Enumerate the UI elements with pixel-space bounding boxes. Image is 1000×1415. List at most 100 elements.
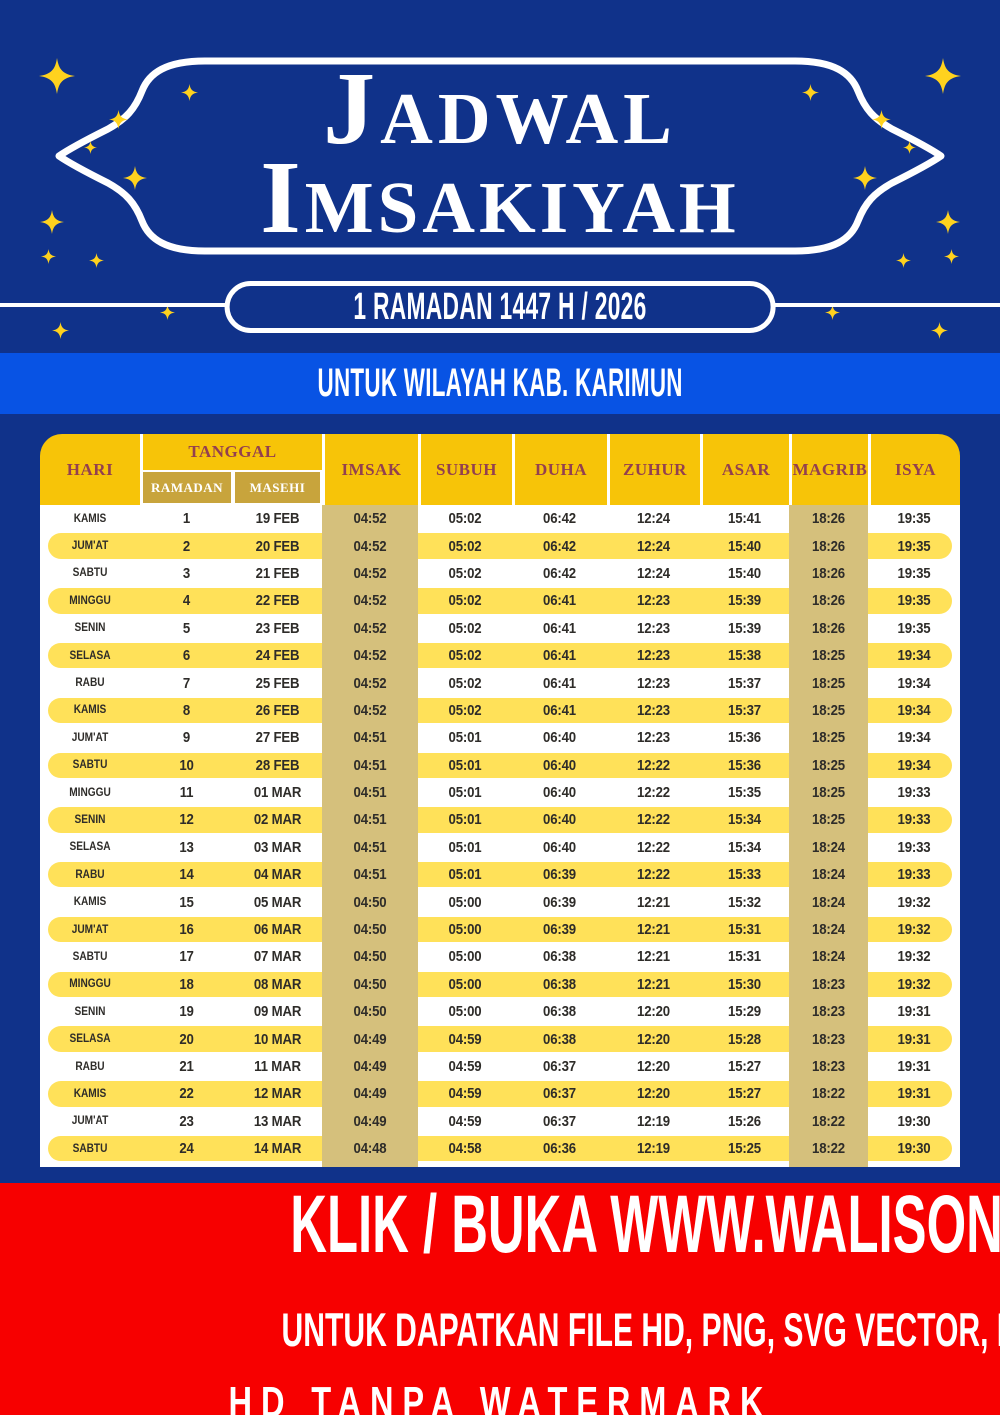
cell-zuhur: 12:22 (637, 811, 670, 829)
table-body: KAMIS 1 19 FEB 04:52 05:02 06:42 12:24 1… (40, 505, 960, 1167)
cell-masehi: 23 FEB (255, 619, 300, 637)
cell-duha: 06:41 (543, 592, 576, 610)
cell-asar: 15:35 (728, 784, 761, 802)
cell-ramadan: 10 (179, 756, 194, 774)
cell-isya: 19:31 (897, 1030, 931, 1048)
table-row: KAMIS 1 19 FEB 04:52 05:02 06:42 12:24 1… (40, 505, 960, 532)
cell-imsak: 04:52 (353, 701, 387, 719)
cell-zuhur: 12:21 (637, 975, 670, 993)
cell-asar: 15:37 (728, 674, 761, 692)
table-row: SABTU 24 14 MAR 04:48 04:58 06:36 12:19 … (40, 1135, 960, 1162)
cell-duha: 06:39 (543, 921, 576, 939)
cell-masehi: 10 MAR (253, 1030, 302, 1048)
table-row: SELASA 13 03 MAR 04:51 05:01 06:40 12:22… (40, 834, 960, 861)
table-row: SABTU 17 07 MAR 04:50 05:00 06:38 12:21 … (40, 943, 960, 970)
cell-zuhur: 12:20 (637, 1058, 670, 1075)
cell-subuh: 05:02 (448, 674, 482, 692)
cell-subuh: 05:01 (448, 838, 482, 856)
cell-isya: 19:30 (897, 1140, 931, 1158)
cell-duha: 06:36 (543, 1140, 576, 1158)
cell-magrib: 18:25 (812, 674, 845, 692)
cell-magrib: 18:23 (812, 1030, 845, 1048)
cell-magrib: 18:23 (812, 1003, 845, 1021)
col-header-masehi: MASEHI (233, 470, 322, 505)
cell-subuh: 05:00 (448, 1003, 482, 1021)
cell-masehi: 12 MAR (253, 1085, 302, 1103)
star-icon (853, 166, 877, 190)
cell-imsak: 04:52 (353, 564, 387, 582)
cell-asar: 15:27 (728, 1058, 761, 1075)
cell-subuh: 05:00 (448, 948, 482, 966)
star-icon (109, 110, 128, 129)
cell-asar: 15:36 (728, 756, 761, 774)
cell-subuh: 05:00 (448, 921, 482, 939)
cell-asar: 15:28 (728, 1030, 761, 1048)
cell-subuh: 05:02 (448, 592, 482, 610)
cell-day: SABTU (72, 759, 108, 772)
cell-zuhur: 12:20 (637, 1030, 670, 1048)
cell-subuh: 05:02 (448, 510, 482, 528)
cell-asar: 15:34 (728, 811, 761, 829)
cell-isya: 19:33 (897, 838, 931, 856)
cell-duha: 06:39 (543, 893, 576, 911)
cell-isya: 19:34 (897, 674, 931, 692)
cell-magrib: 18:26 (812, 619, 845, 637)
cell-isya: 19:32 (897, 948, 931, 966)
cell-imsak: 04:52 (353, 537, 387, 555)
cell-zuhur: 12:23 (637, 619, 670, 637)
cell-isya: 19:31 (897, 1003, 931, 1021)
cell-day: MINGGU (69, 978, 111, 991)
cell-ramadan: 20 (179, 1030, 194, 1048)
cell-asar: 15:38 (728, 647, 761, 665)
table-row: KAMIS 15 05 MAR 04:50 05:00 06:39 12:21 … (40, 888, 960, 915)
cell-isya: 19:33 (897, 784, 931, 802)
star-icon (802, 84, 819, 101)
table-row: JUM'AT 16 06 MAR 04:50 05:00 06:39 12:21… (40, 916, 960, 943)
cell-isya: 19:33 (897, 866, 931, 884)
cell-day: KAMIS (73, 896, 107, 909)
cell-imsak: 04:49 (353, 1058, 387, 1075)
cell-subuh: 04:59 (448, 1085, 482, 1103)
cell-ramadan: 2 (182, 537, 191, 555)
cell-magrib: 18:26 (812, 510, 845, 528)
star-icon (41, 249, 56, 264)
col-header-subuh: SUBUH (418, 434, 512, 505)
cell-imsak: 04:51 (353, 784, 387, 802)
cell-day: SELASA (69, 841, 111, 854)
cell-zuhur: 12:19 (637, 1112, 670, 1130)
cell-day: MINGGU (69, 594, 111, 607)
cell-ramadan: 15 (179, 893, 194, 911)
cell-asar: 15:36 (728, 729, 761, 747)
table-header: HARI TANGGAL RAMADAN MASEHI IMSAK SUBUH … (40, 434, 960, 505)
cell-duha: 06:40 (543, 756, 576, 774)
cell-isya: 19:34 (897, 729, 931, 747)
cell-imsak: 04:50 (353, 921, 387, 939)
cell-ramadan: 23 (179, 1112, 194, 1130)
cell-zuhur: 12:23 (637, 647, 670, 665)
cell-ramadan: 21 (179, 1058, 194, 1075)
cell-magrib: 18:24 (812, 948, 845, 966)
cell-day: RABU (75, 677, 105, 690)
cell-duha: 06:38 (543, 948, 576, 966)
cell-imsak: 04:51 (353, 866, 387, 884)
table-row: SENIN 5 23 FEB 04:52 05:02 06:41 12:23 1… (40, 615, 960, 642)
cell-duha: 06:41 (543, 701, 576, 719)
cell-duha: 06:37 (543, 1112, 576, 1130)
cell-masehi: 14 MAR (253, 1140, 302, 1158)
cell-day: RABU (75, 868, 105, 881)
cell-magrib: 18:25 (812, 701, 845, 719)
table-row: SABTU 3 21 FEB 04:52 05:02 06:42 12:24 1… (40, 560, 960, 587)
cell-isya: 19:32 (897, 893, 931, 911)
cell-duha: 06:40 (543, 729, 576, 747)
cell-duha: 06:41 (543, 647, 576, 665)
col-header-tanggal: TANGGAL (140, 434, 322, 470)
cell-zuhur: 12:21 (637, 921, 670, 939)
table-row: KAMIS 22 12 MAR 04:49 04:59 06:37 12:20 … (40, 1080, 960, 1107)
schedule-section: HARI TANGGAL RAMADAN MASEHI IMSAK SUBUH … (0, 414, 1000, 1167)
cell-ramadan: 1 (182, 510, 191, 528)
cell-duha: 06:41 (543, 619, 576, 637)
cell-masehi: 22 FEB (255, 592, 300, 610)
cell-asar: 15:27 (728, 1085, 761, 1103)
cell-magrib: 18:25 (812, 756, 845, 774)
website-link[interactable]: KLIK / BUKA WWW.WALISONGO.CO.ID (290, 1179, 1000, 1270)
